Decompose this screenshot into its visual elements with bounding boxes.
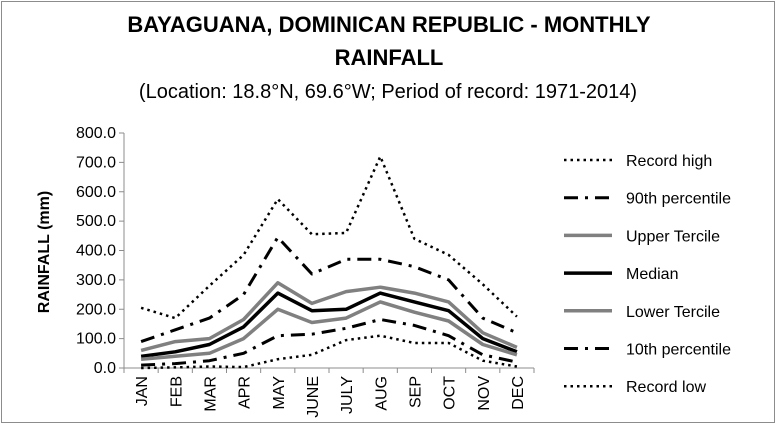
chart-title-line2: RAINFALL: [335, 45, 444, 70]
x-tick-label: FEB: [168, 376, 185, 407]
x-tick-label: JUNE: [305, 376, 322, 418]
chart-subtitle: (Location: 18.8°N, 69.6°W; Period of rec…: [139, 81, 637, 103]
y-tick-label: 500.0: [76, 213, 116, 230]
x-tick-label: APR: [237, 376, 254, 409]
series-line-10th-percentile: [141, 318, 518, 367]
x-tick-label: JULY: [339, 376, 356, 414]
y-tick-label: 400.0: [76, 243, 116, 260]
y-tick-label: 700.0: [76, 154, 116, 171]
legend-label-record-high: Record high: [626, 153, 712, 170]
y-tick-label: 300.0: [76, 272, 116, 289]
legend-label-upper-tercile: Upper Tercile: [626, 228, 720, 245]
series-line-median: [140, 291, 518, 359]
x-tick-label: DEC: [510, 376, 527, 410]
plot-area: 0.0 100.0 200.0 300.0 400.0 500.0 600.0 700.0 80…: [76, 125, 535, 418]
series-line-upper-tercile: [140, 281, 518, 353]
y-tick-label: 800.0: [76, 125, 116, 142]
x-tick-label: SEP: [407, 376, 424, 408]
legend-label-90th-percentile: 90th percentile: [626, 191, 731, 208]
legend-label-median: Median: [626, 266, 678, 283]
x-tick-label: MAY: [271, 376, 288, 410]
y-tick-label: 0.0: [94, 360, 116, 377]
legend-label-10th-percentile: 10th percentile: [626, 342, 731, 359]
y-tick-label: 600.0: [76, 184, 116, 201]
chart-title-line1: BAYAGUANA, DOMINICAN REPUBLIC - MONTHLY: [127, 12, 650, 37]
x-tick-label: AUG: [373, 376, 390, 411]
legend-label-lower-tercile: Lower Tercile: [626, 304, 720, 321]
series-line-lower-tercile: [140, 300, 518, 361]
series-line-record-high: [140, 155, 518, 320]
y-tick-label: 200.0: [76, 301, 116, 318]
series-line-90th-percentile: [140, 235, 518, 344]
series-line-record-low: [141, 334, 518, 370]
y-tick-label: 100.0: [76, 331, 116, 348]
x-tick-label: NOV: [476, 376, 493, 411]
x-tick-label: JAN: [134, 376, 151, 406]
legend-label-record-low: Record low: [626, 379, 706, 396]
x-tick-label: MAR: [202, 376, 219, 412]
x-tick-label: OCT: [442, 376, 459, 410]
legend: Record high 90th percentile Upper Tercile M…: [564, 153, 731, 396]
y-axis-label: RAINFALL (mm): [36, 191, 53, 313]
